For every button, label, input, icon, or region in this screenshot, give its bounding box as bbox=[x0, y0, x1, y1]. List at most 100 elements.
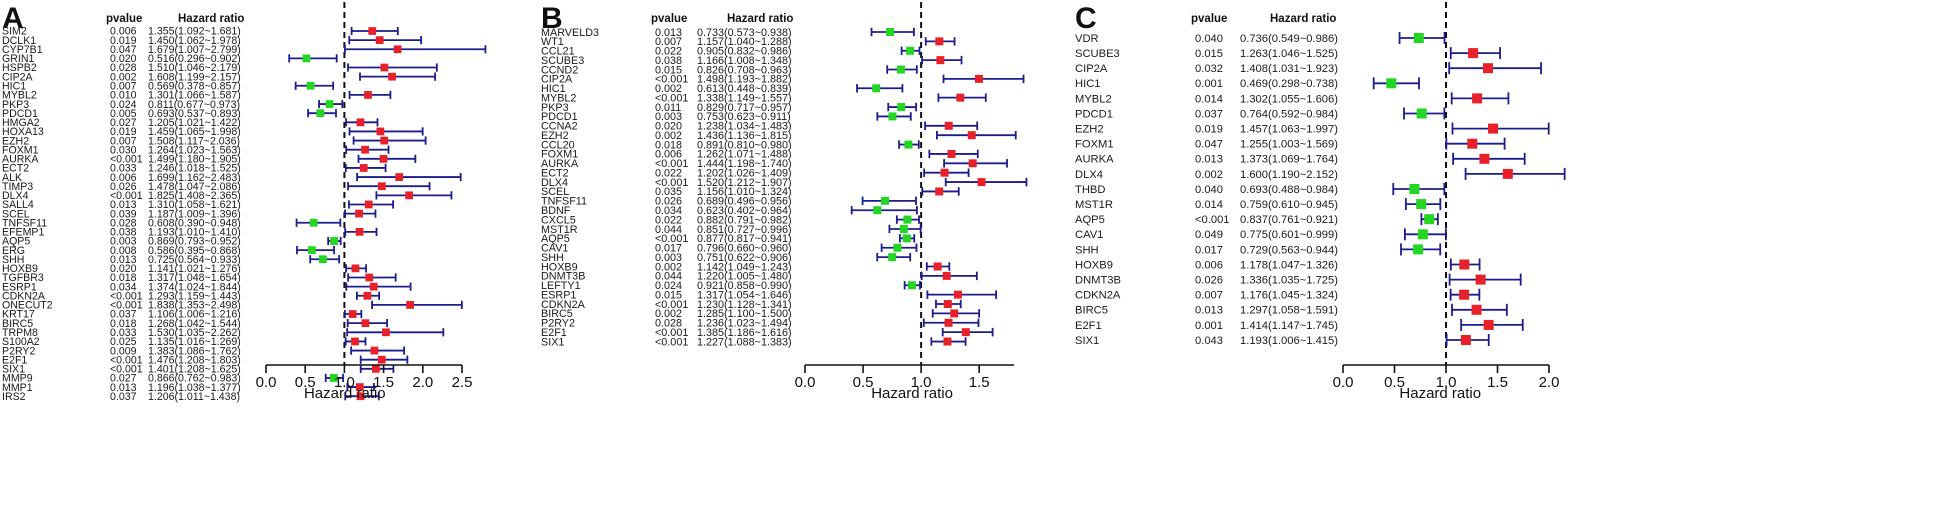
protective-marker bbox=[1416, 199, 1427, 210]
gene-pvalue: 0.020 bbox=[110, 53, 137, 65]
gene-pvalue: 0.017 bbox=[1195, 244, 1223, 256]
gene-row: CIP2A 0.032 1.408(1.031~1.923) bbox=[1075, 62, 1542, 75]
gene-name: DLX4 bbox=[2, 190, 29, 202]
risk-marker bbox=[382, 328, 390, 337]
gene-hazard-ratio-text: 0.469(0.298~0.738) bbox=[1240, 78, 1338, 90]
gene-pvalue: <0.001 bbox=[655, 336, 688, 348]
gene-hazard-ratio-text: 1.193(1.010~1.410) bbox=[148, 227, 241, 239]
gene-pvalue: 0.024 bbox=[655, 280, 682, 292]
gene-pvalue: 0.005 bbox=[110, 108, 137, 120]
gene-row: TNFSF11 0.028 0.608(0.390~0.948) bbox=[2, 217, 342, 229]
risk-marker bbox=[355, 227, 364, 236]
protective-marker bbox=[1416, 108, 1427, 119]
gene-name: SIX1 bbox=[541, 336, 564, 348]
protective-marker bbox=[1409, 184, 1420, 194]
gene-pvalue: 0.035 bbox=[655, 186, 682, 198]
risk-marker bbox=[355, 209, 363, 218]
gene-pvalue: 0.013 bbox=[110, 382, 137, 394]
x-tick-label: 1.5 bbox=[969, 374, 990, 391]
gene-row: DLX4 <0.001 1.825(1.408~2.365) bbox=[2, 190, 453, 202]
gene-name: SHH bbox=[1075, 244, 1099, 256]
gene-name: PDCD1 bbox=[541, 111, 578, 123]
gene-pvalue: 0.047 bbox=[1195, 139, 1223, 151]
gene-pvalue: <0.001 bbox=[655, 158, 688, 170]
gene-hazard-ratio-text: 0.877(0.817~0.941) bbox=[697, 233, 792, 245]
gene-pvalue: 0.013 bbox=[1195, 305, 1223, 317]
gene-name: SCEL bbox=[541, 186, 569, 198]
gene-row: P2RY2 0.009 1.383(1.086~1.762) bbox=[2, 345, 406, 357]
gene-pvalue: 0.028 bbox=[110, 62, 137, 74]
risk-marker bbox=[406, 301, 414, 309]
risk-marker bbox=[944, 318, 953, 327]
protective-marker bbox=[873, 206, 882, 215]
gene-pvalue: 0.024 bbox=[110, 99, 137, 111]
gene-name: DCLK1 bbox=[2, 35, 36, 47]
gene-pvalue: <0.001 bbox=[110, 290, 143, 302]
gene-hazard-ratio-text: 1.459(1.065~1.998) bbox=[148, 126, 241, 138]
gene-pvalue: 0.022 bbox=[655, 167, 682, 179]
gene-hazard-ratio-text: 0.905(0.832~0.986) bbox=[697, 46, 792, 58]
gene-pvalue: 0.002 bbox=[1195, 169, 1223, 181]
gene-name: E2F1 bbox=[1075, 320, 1102, 332]
hazard-ratio-header: Hazard ratio bbox=[178, 13, 244, 25]
gene-row: TIMP3 0.026 1.478(1.047~2.086) bbox=[2, 181, 431, 193]
gene-row: MMP1 0.013 1.196(1.038~1.377) bbox=[2, 382, 375, 394]
gene-pvalue: 0.033 bbox=[110, 163, 137, 175]
gene-row: HIC1 0.001 0.469(0.298~0.738) bbox=[1075, 77, 1420, 90]
gene-name: MMP9 bbox=[2, 373, 33, 385]
gene-row: EFEMP1 0.038 1.193(1.010~1.410) bbox=[2, 227, 378, 239]
gene-hazard-ratio-text: 0.725(0.564~0.933) bbox=[148, 254, 241, 266]
gene-name: PDCD1 bbox=[2, 108, 38, 120]
gene-pvalue: 0.013 bbox=[1195, 154, 1223, 166]
x-tick-label: 1.0 bbox=[911, 374, 932, 391]
x-tick-label: 1.5 bbox=[373, 374, 394, 391]
gene-hazard-ratio-text: 0.837(0.761~0.921) bbox=[1240, 214, 1338, 226]
gene-pvalue: <0.001 bbox=[655, 299, 688, 311]
gene-name: TIMP3 bbox=[2, 181, 33, 193]
gene-name: HIC1 bbox=[1075, 78, 1101, 90]
gene-name: CCNA2 bbox=[541, 121, 578, 133]
risk-marker bbox=[974, 74, 983, 83]
gene-hazard-ratio-text: 1.205(1.021~1.422) bbox=[148, 117, 241, 129]
gene-pvalue: <0.001 bbox=[655, 233, 688, 245]
x-tick-label: 0.0 bbox=[1333, 374, 1354, 391]
pvalue-header: pvalue bbox=[651, 13, 687, 25]
gene-pvalue: 0.022 bbox=[655, 214, 682, 226]
gene-pvalue: 0.003 bbox=[655, 111, 682, 123]
gene-hazard-ratio-text: 1.520(1.212~1.907) bbox=[697, 177, 792, 189]
gene-name: BIRC5 bbox=[1075, 305, 1108, 317]
gene-hazard-ratio-text: 1.268(1.042~1.544) bbox=[148, 318, 241, 330]
protective-marker bbox=[888, 112, 897, 121]
gene-hazard-ratio-text: 1.166(1.008~1.348) bbox=[697, 55, 792, 67]
gene-hazard-ratio-text: 1.338(1.149~1.557) bbox=[697, 92, 792, 104]
gene-hazard-ratio-text: 0.869(0.793~0.952) bbox=[148, 236, 241, 248]
gene-row: MST1R 0.044 0.851(0.727~0.996) bbox=[541, 224, 922, 236]
gene-row: FOXM1 0.030 1.264(1.023~1.563) bbox=[2, 144, 390, 156]
gene-row: AQP5 <0.001 0.877(0.817~0.941) bbox=[541, 233, 916, 245]
gene-row: AQP5 0.003 0.869(0.793~0.952) bbox=[2, 236, 342, 248]
gene-row: S100A2 0.025 1.135(1.016~1.269) bbox=[2, 336, 367, 348]
gene-row: TRPM8 0.033 1.530(1.035~2.262) bbox=[2, 327, 445, 339]
gene-name: S100A2 bbox=[2, 336, 40, 348]
gene-row: SALL4 0.013 1.310(1.058~1.621) bbox=[2, 199, 394, 211]
gene-pvalue: <0.001 bbox=[110, 300, 143, 312]
risk-marker bbox=[967, 131, 976, 140]
gene-hazard-ratio-text: 0.693(0.537~0.893) bbox=[148, 108, 241, 120]
gene-name: AURKA bbox=[541, 158, 579, 170]
gene-hazard-ratio-text: 1.508(1.117~2.036) bbox=[148, 135, 240, 147]
risk-marker bbox=[1471, 304, 1482, 315]
x-tick-label: 0.0 bbox=[256, 374, 277, 391]
gene-name: ONECUT2 bbox=[2, 300, 53, 312]
gene-name: HIC1 bbox=[2, 80, 26, 92]
gene-name: TRPM8 bbox=[2, 327, 38, 339]
panel-letter: B bbox=[541, 2, 563, 35]
gene-pvalue: 0.013 bbox=[110, 254, 137, 266]
protective-marker bbox=[872, 84, 881, 93]
risk-marker bbox=[943, 300, 952, 309]
gene-hazard-ratio-text: 1.246(1.018~1.525) bbox=[148, 163, 241, 175]
gene-hazard-ratio-text: 0.764(0.592~0.984) bbox=[1240, 108, 1338, 120]
gene-row: CIP2A 0.002 1.608(1.199~2.157) bbox=[2, 71, 437, 83]
gene-pvalue: 0.040 bbox=[1195, 33, 1223, 45]
gene-pvalue: 0.037 bbox=[110, 309, 137, 321]
